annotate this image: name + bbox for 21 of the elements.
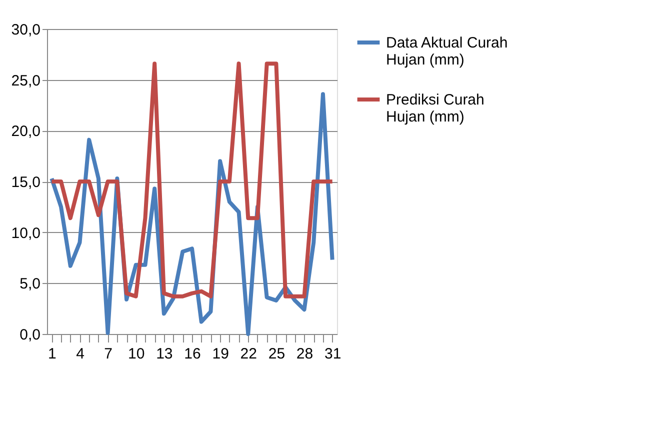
x-tick-label: 31	[324, 346, 342, 362]
y-tick-label: 25,0	[11, 72, 40, 90]
line-series	[50, 62, 334, 298]
legend-label: Prediksi Curah Hujan (mm)	[386, 92, 484, 126]
x-tick-label: 28	[296, 346, 314, 362]
y-tick-label: 20,0	[11, 123, 40, 140]
x-tick-label: 16	[184, 346, 201, 362]
x-tick-label: 1	[48, 346, 56, 362]
x-tick-label: 22	[240, 346, 257, 362]
x-tick-label: 19	[212, 346, 229, 362]
y-tick-label: 30,0	[11, 22, 40, 38]
y-tick-label: 0,0	[20, 326, 40, 344]
x-tick-label: 7	[104, 346, 112, 362]
y-tick-label: 15,0	[11, 174, 40, 191]
legend-label: Data Aktual Curah Hujan (mm)	[386, 34, 508, 68]
y-tick-label: 5,0	[20, 276, 40, 293]
x-tick-label: 25	[268, 346, 286, 362]
y-tick-label: 10,0	[11, 224, 40, 242]
x-tick-label: 10	[128, 346, 145, 362]
x-tick-label: 4	[76, 346, 84, 362]
x-tick-label: 13	[156, 346, 173, 362]
